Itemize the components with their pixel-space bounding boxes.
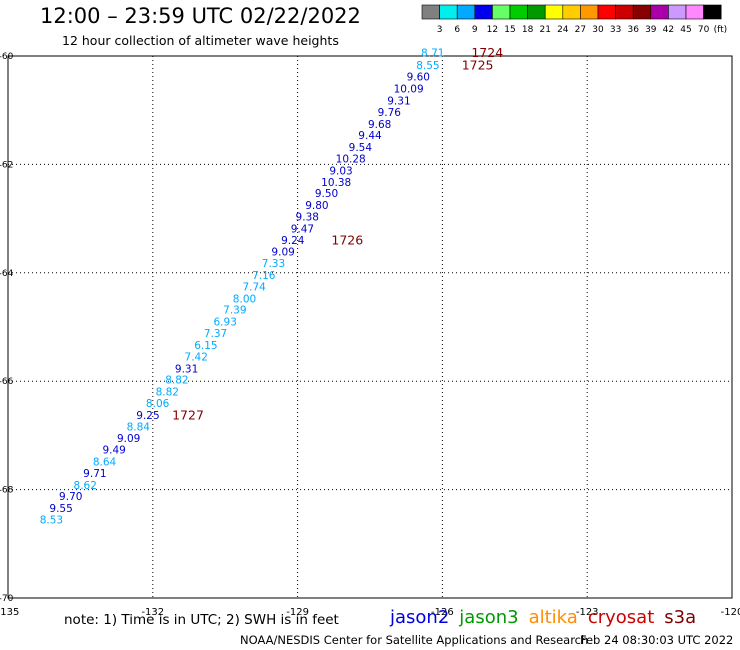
colorbar-tick-label: 39 xyxy=(645,25,657,35)
wave-height-value: 7.37 xyxy=(204,328,227,340)
swh-colorbar-legend: 3 6 9 12 15 18 21 24 27 30 33 36 39 42 45 70 (ft) xyxy=(421,4,728,35)
colorbar-swatch xyxy=(703,4,722,20)
x-tick-label: -132 xyxy=(141,607,164,618)
wave-height-value: 8.06 xyxy=(146,398,170,410)
colorbar-tick-label: 12 xyxy=(487,25,498,35)
colorbar-tick-label: 9 xyxy=(472,25,478,35)
satellite-label-s3a: s3a xyxy=(664,607,697,628)
plot-frame xyxy=(7,55,733,599)
wave-height-value: 9.47 xyxy=(291,223,314,235)
satellite-label-jason3: jason3 xyxy=(459,607,519,628)
colorbar-unit-label: (ft) xyxy=(714,25,728,35)
chart-subtitle: 12 hour collection of altimeter wave hei… xyxy=(62,33,339,48)
wave-height-value: 8.55 xyxy=(416,60,439,72)
x-tick-label: -126 xyxy=(431,607,454,618)
colorbar-tick-label: 42 xyxy=(663,25,674,35)
wave-height-value: 6.15 xyxy=(194,340,217,352)
wave-height-value: 9.24 xyxy=(281,235,305,247)
colorbar-tick-label: 15 xyxy=(504,25,515,35)
x-tick-label: -123 xyxy=(576,607,599,618)
wave-height-value: 10.38 xyxy=(321,177,351,189)
wave-height-value: 9.25 xyxy=(136,410,159,422)
y-tick-label: -66 xyxy=(0,377,14,387)
wave-height-value: 9.31 xyxy=(175,363,198,375)
footnote: note: 1) Time is in UTC; 2) SWH is in fe… xyxy=(64,612,339,628)
wave-height-value: 9.49 xyxy=(102,445,125,457)
y-tick-label: -60 xyxy=(0,52,14,62)
wave-height-value: 9.38 xyxy=(296,212,319,224)
wave-height-value: 9.44 xyxy=(358,130,382,142)
pass-time-label: 1724 xyxy=(471,45,503,60)
satellite-label-cryosat: cryosat xyxy=(587,607,655,628)
colorbar-tick-label: 18 xyxy=(522,25,534,35)
wave-height-value: 9.54 xyxy=(349,142,373,154)
wave-height-value: 9.03 xyxy=(329,165,352,177)
colorbar-tick-label: 45 xyxy=(680,25,691,35)
satellite-legend: jason2 jason3 altika cryosat s3a xyxy=(390,607,706,628)
wave-height-value: 8.82 xyxy=(156,387,179,399)
colorbar-tick-label: 27 xyxy=(575,25,586,35)
wave-height-value: 9.09 xyxy=(271,247,294,259)
wave-height-value: 8.62 xyxy=(74,480,97,492)
wave-height-value: 9.31 xyxy=(387,96,410,108)
x-tick-label: -129 xyxy=(286,607,309,618)
colorbar-tick-label: 21 xyxy=(539,25,550,35)
generation-timestamp: Feb 24 08:30:03 UTC 2022 xyxy=(580,633,734,647)
wave-height-value: 9.71 xyxy=(83,468,106,480)
wave-height-value: 7.74 xyxy=(242,281,266,293)
y-tick-label: -70 xyxy=(0,594,14,604)
colorbar-tick-label: 6 xyxy=(454,25,460,35)
colorbar-tick-label: 33 xyxy=(610,25,621,35)
y-tick-label: -68 xyxy=(0,486,14,496)
wave-height-value: 9.80 xyxy=(305,200,328,212)
wave-height-value: 7.16 xyxy=(252,270,276,282)
pass-time-label: 1727 xyxy=(172,407,204,422)
colorbar-tick-label: 70 xyxy=(698,25,710,35)
wave-height-value: 9.68 xyxy=(368,119,391,131)
wave-height-value: 8.71 xyxy=(421,47,444,59)
wave-height-value: 8.84 xyxy=(127,421,151,433)
wave-height-value: 9.50 xyxy=(315,188,338,200)
colorbar-tick-label: 24 xyxy=(557,25,569,35)
satellite-label-altika: altika xyxy=(528,607,578,628)
wave-height-value: 7.33 xyxy=(262,258,285,270)
wave-height-value: 10.09 xyxy=(394,84,424,96)
y-tick-label: -62 xyxy=(0,160,13,170)
chart-title: 12:00 – 23:59 UTC 02/22/2022 xyxy=(40,4,361,28)
wave-height-value: 7.39 xyxy=(223,305,246,317)
colorbar-tick-label: 3 xyxy=(437,25,443,35)
wave-height-value: 8.64 xyxy=(93,457,117,469)
wave-height-value: 8.00 xyxy=(233,293,256,305)
wave-height-value: 10.28 xyxy=(336,154,366,166)
wave-height-value: 6.93 xyxy=(214,317,237,329)
x-tick-label: -135 xyxy=(0,607,19,618)
wave-height-value: 9.70 xyxy=(59,491,82,503)
wave-height-value: 9.76 xyxy=(378,107,402,119)
wave-height-value: 7.42 xyxy=(185,351,208,363)
wave-height-value: 8.53 xyxy=(40,514,63,526)
pass-time-label: 1726 xyxy=(331,232,363,247)
colorbar-tick-label: 36 xyxy=(627,25,639,35)
colorbar-tick-label: 30 xyxy=(592,25,604,35)
x-tick-label: -120 xyxy=(721,607,740,618)
wave-height-value: 8.82 xyxy=(165,375,188,387)
credit-line: NOAA/NESDIS Center for Satellite Applica… xyxy=(240,633,589,647)
wave-height-value: 9.09 xyxy=(117,433,140,445)
pass-time-label: 1725 xyxy=(462,57,494,72)
wave-height-value: 9.60 xyxy=(407,72,430,84)
satellite-label-jason2: jason2 xyxy=(390,607,450,628)
wave-height-value: 9.55 xyxy=(49,503,72,515)
y-tick-label: -64 xyxy=(0,269,14,279)
